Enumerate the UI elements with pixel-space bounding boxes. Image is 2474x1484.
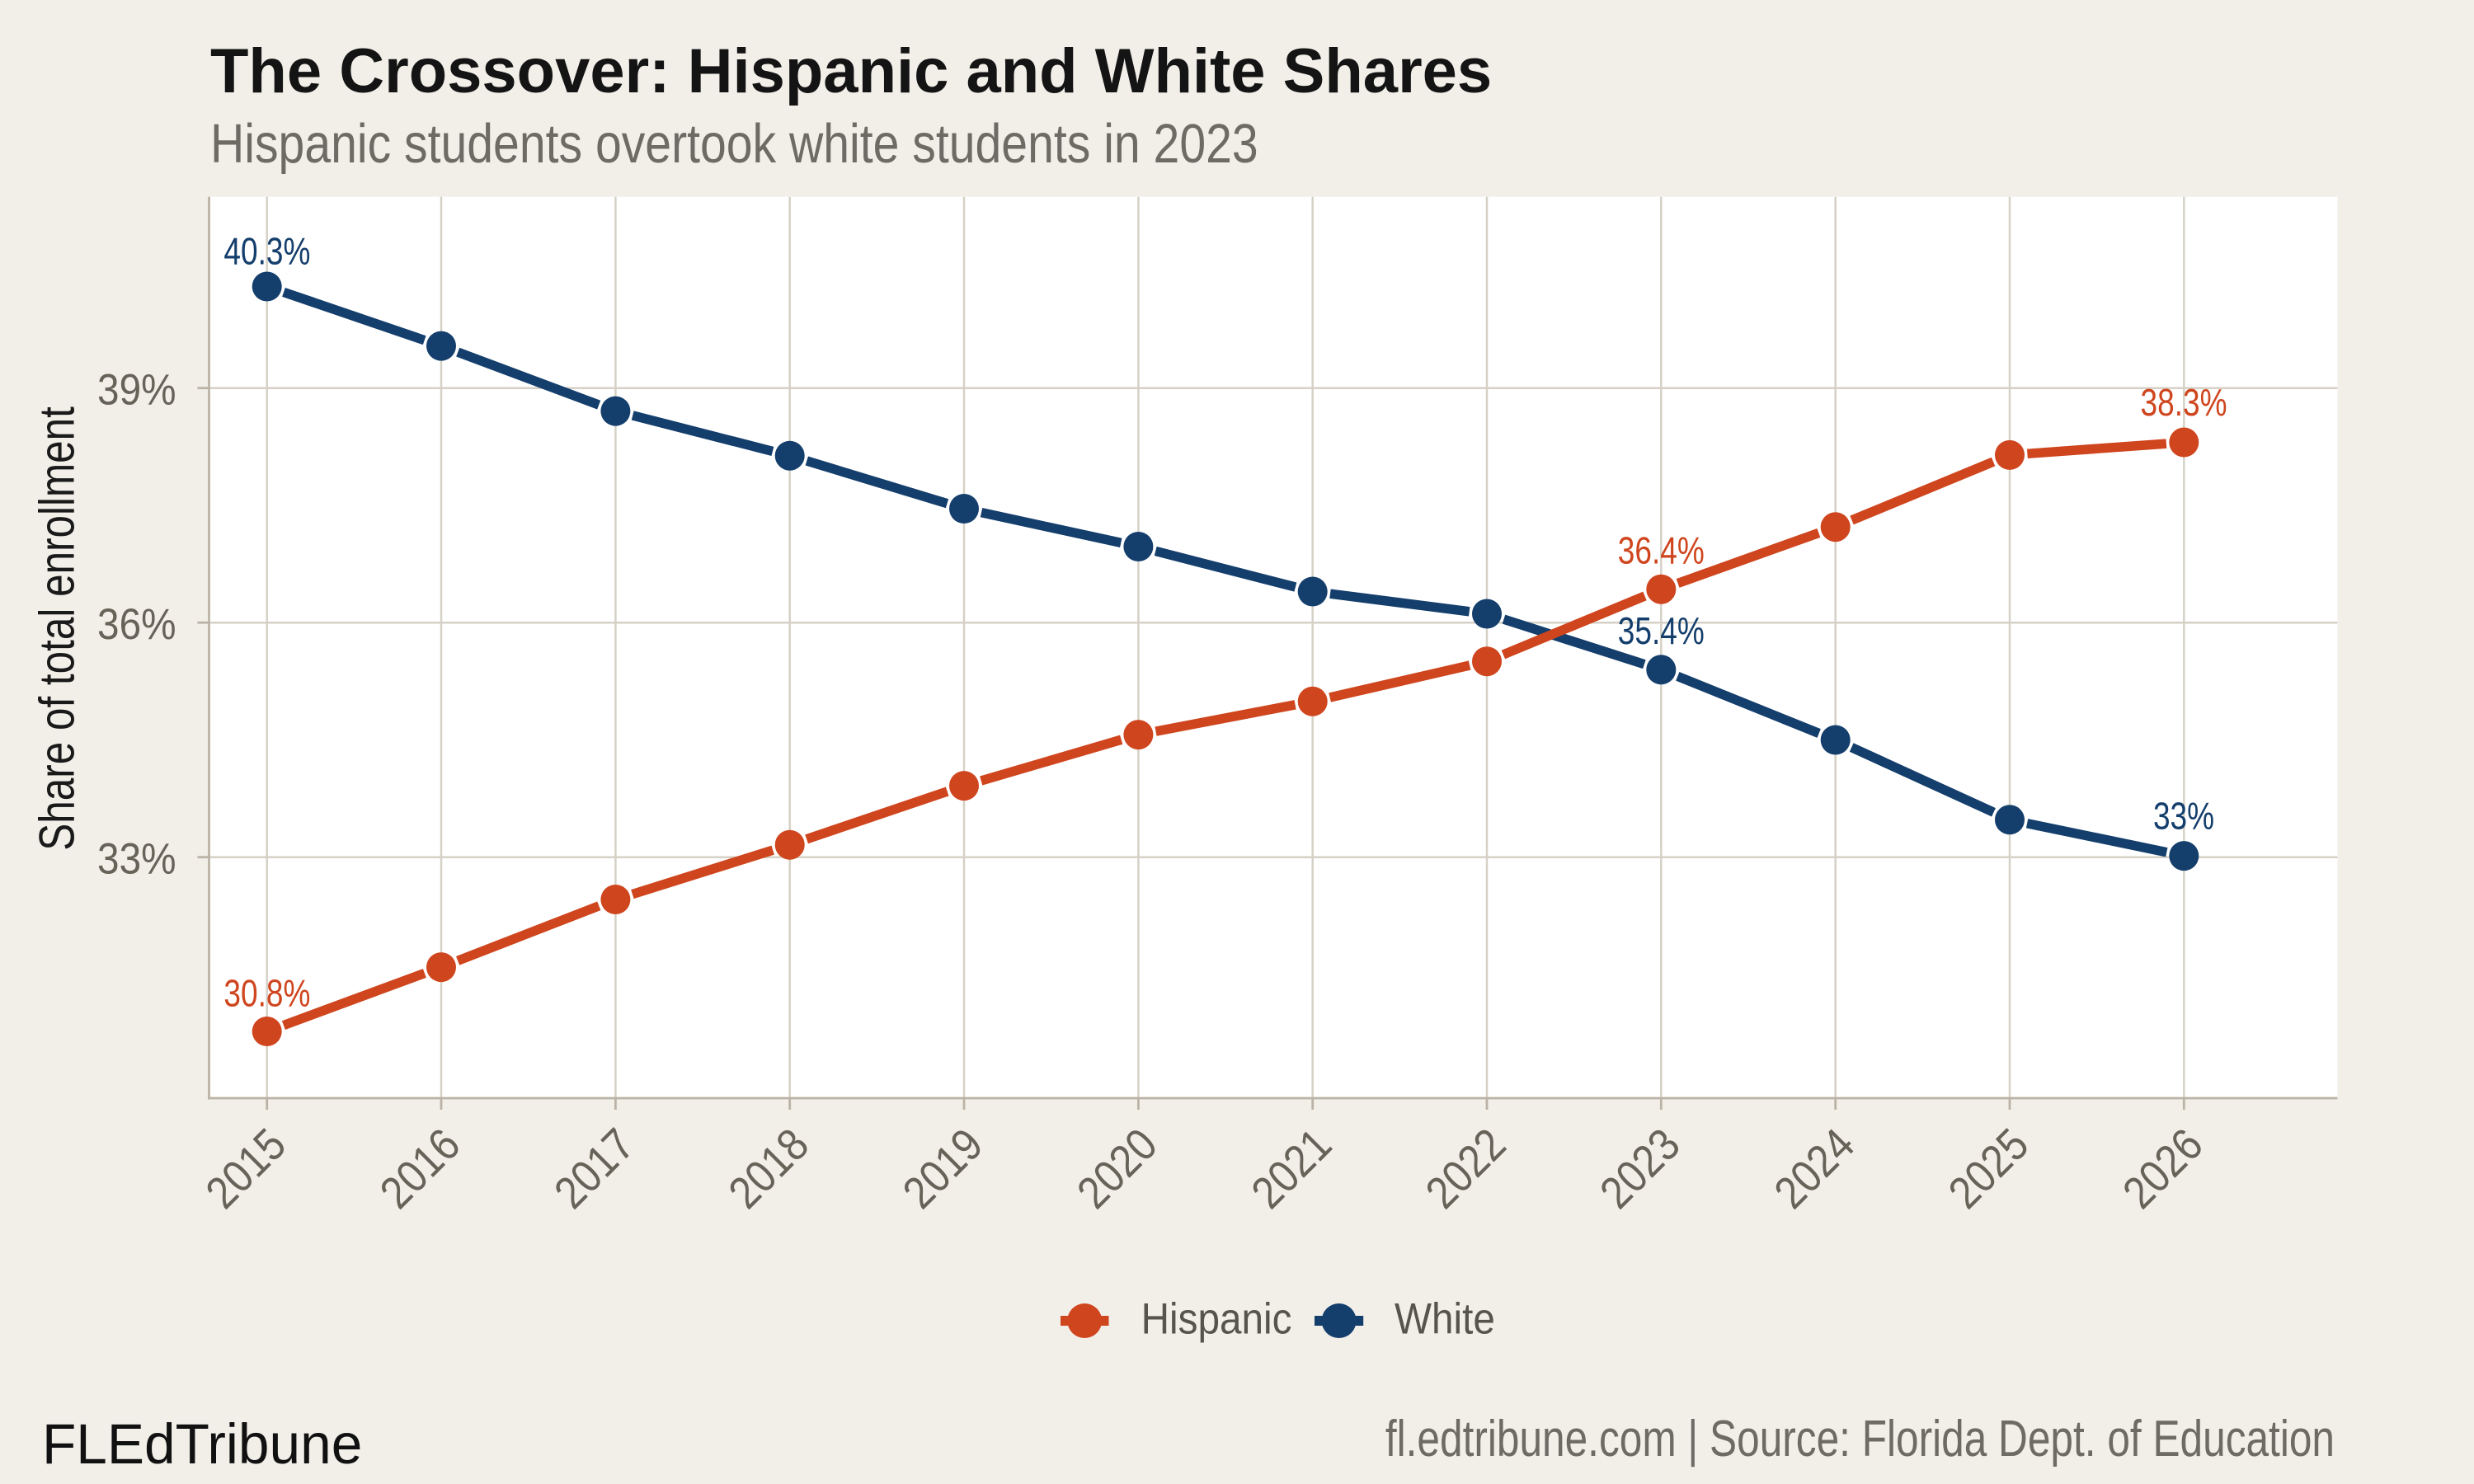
svg-text:36%: 36% bbox=[97, 599, 176, 649]
svg-text:40.3%: 40.3% bbox=[223, 230, 310, 273]
svg-text:White: White bbox=[1395, 1294, 1495, 1343]
svg-text:33%: 33% bbox=[2153, 795, 2214, 838]
svg-text:38.3%: 38.3% bbox=[2141, 381, 2227, 424]
svg-text:30.8%: 30.8% bbox=[223, 972, 310, 1015]
svg-text:Share of total enrollment: Share of total enrollment bbox=[29, 406, 85, 851]
svg-text:fl.edtribune.com | Source: Flo: fl.edtribune.com | Source: Florida Dept.… bbox=[1385, 1409, 2335, 1467]
svg-text:35.4%: 35.4% bbox=[1618, 609, 1705, 652]
svg-text:33%: 33% bbox=[97, 834, 176, 883]
svg-text:39%: 39% bbox=[97, 364, 176, 414]
svg-text:Hispanic: Hispanic bbox=[1141, 1294, 1292, 1343]
svg-text:Hispanic students overtook whi: Hispanic students overtook white student… bbox=[210, 114, 1258, 175]
svg-text:36.4%: 36.4% bbox=[1618, 529, 1705, 572]
svg-text:The Crossover: Hispanic and Wh: The Crossover: Hispanic and White Shares bbox=[210, 36, 1492, 106]
svg-text:FLEdTribune: FLEdTribune bbox=[42, 1412, 362, 1476]
